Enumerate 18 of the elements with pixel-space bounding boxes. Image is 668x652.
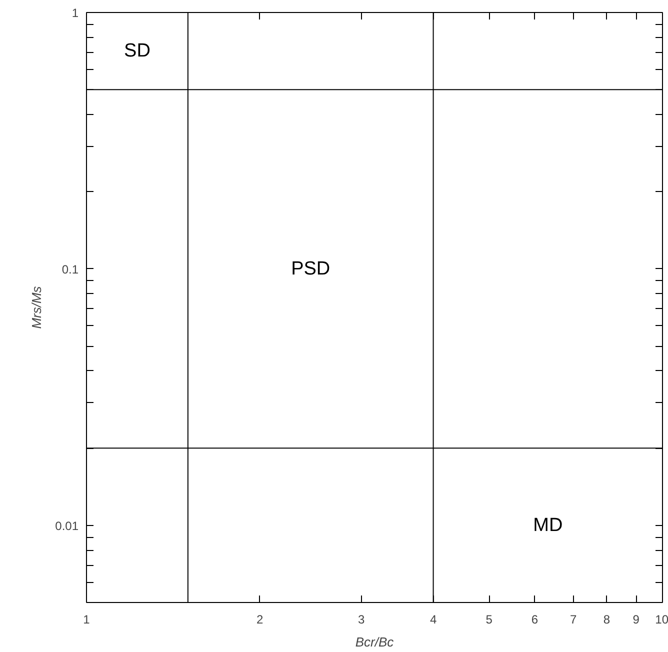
x-tick-label: 4 [430,612,437,626]
x-tick-label: 10 [655,612,668,626]
annotation: SD [124,40,150,62]
y-tick-label: 0.01 [55,518,79,533]
x-tick-label: 9 [632,612,640,626]
x-tick-label: 3 [358,612,365,626]
annotation: PSD [291,258,330,280]
y-tick-label: 0.1 [62,262,79,276]
y-tick-label: 1 [72,6,79,20]
x-tick-label: 6 [531,612,538,626]
annotation: MD [533,514,563,536]
x-tick-label: 1 [83,612,90,626]
y-axis-title: Mrs/Ms [29,286,44,329]
x-tick-label: 7 [570,612,577,626]
x-tick-label: 8 [603,612,610,626]
x-tick-label: 2 [256,612,264,626]
x-tick-label: 5 [486,612,493,626]
x-axis-title: Bcr/Bc [355,634,394,650]
